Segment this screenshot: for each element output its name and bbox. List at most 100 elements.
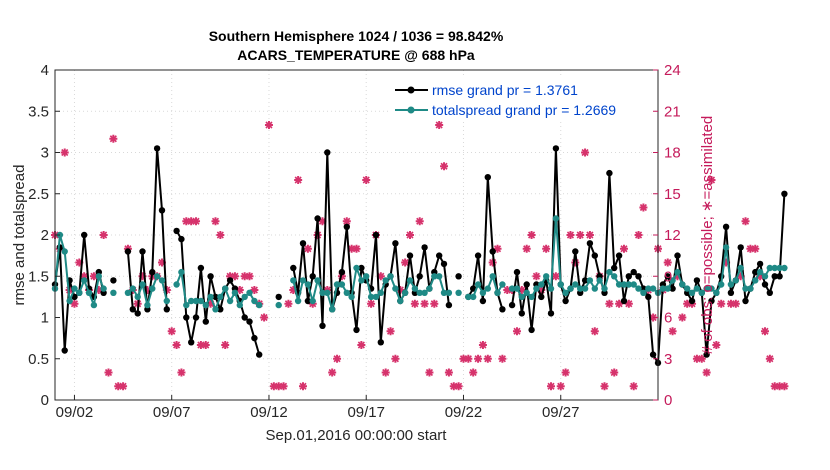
series-point	[664, 285, 671, 292]
series-point	[348, 293, 355, 301]
obs-marker	[109, 134, 118, 143]
series-point	[309, 273, 316, 280]
series-point	[688, 289, 696, 296]
series-point	[562, 297, 569, 305]
series-point	[153, 273, 161, 280]
series-point	[659, 285, 667, 292]
obs-marker	[216, 231, 225, 239]
obs-marker	[444, 368, 453, 377]
obs-marker	[605, 299, 614, 308]
obs-marker	[410, 299, 419, 308]
series-point	[363, 273, 370, 280]
series-point	[76, 289, 83, 296]
series-point	[183, 314, 190, 321]
series-point	[742, 297, 749, 305]
series-point	[577, 285, 584, 292]
series-point	[664, 273, 671, 280]
series-point	[66, 297, 73, 305]
series-point	[294, 297, 302, 305]
series-point	[722, 223, 730, 230]
series-point	[771, 273, 778, 280]
obs-marker	[707, 176, 716, 184]
obs-marker	[454, 382, 463, 391]
series-point	[547, 310, 555, 317]
obs-marker	[629, 382, 638, 391]
obs-marker	[284, 299, 293, 308]
series-point	[586, 277, 594, 284]
series-point	[547, 285, 555, 292]
obs-marker	[527, 231, 536, 239]
x-tick-label: 09/12	[250, 404, 288, 421]
y-tick-label: 3	[41, 145, 49, 162]
series-point	[557, 281, 564, 288]
series-point	[581, 277, 589, 284]
y-right-tick-label: 24	[664, 62, 681, 79]
series-point	[188, 339, 195, 346]
series-point	[183, 301, 190, 309]
series-point	[377, 289, 384, 296]
x-tick-label: 09/17	[347, 404, 385, 421]
series-point	[353, 326, 360, 334]
series-point	[217, 306, 224, 313]
series-point	[411, 285, 419, 292]
y-tick-label: 2.5	[28, 186, 49, 203]
y-right-tick-label: 18	[664, 145, 681, 162]
obs-marker	[333, 354, 342, 363]
obs-marker	[167, 327, 176, 336]
series-point	[231, 289, 239, 296]
obs-marker	[474, 354, 483, 363]
obs-marker	[678, 313, 687, 322]
series-point	[129, 285, 136, 292]
obs-marker	[264, 121, 273, 129]
y-tick-label: 2	[41, 227, 49, 244]
series-point	[251, 297, 258, 305]
x-tick-label: 09/27	[542, 404, 580, 421]
series-point	[275, 293, 282, 301]
series-point	[275, 301, 282, 309]
series-point	[518, 310, 525, 317]
obs-marker	[230, 272, 239, 281]
obs-marker	[299, 382, 308, 391]
series-point	[601, 285, 608, 292]
series-point	[528, 326, 535, 334]
legend-rmse-label: rmse grand pr = 1.3761	[432, 82, 578, 98]
series-point	[343, 223, 350, 230]
chart-title: Southern Hemisphere 1024 / 1036 = 98.842…	[209, 28, 504, 44]
obs-marker	[532, 272, 541, 281]
series-point	[110, 277, 117, 284]
legend: rmse grand pr = 1.3761 totalspread grand…	[390, 78, 652, 120]
series-point	[508, 285, 516, 292]
x-axis-label: Sep.01,2016 00:00:00 start	[266, 427, 448, 444]
obs-marker	[362, 176, 371, 184]
series-point	[90, 301, 98, 309]
series-point	[406, 277, 414, 284]
series-point	[304, 297, 312, 305]
series-point	[455, 289, 462, 296]
obs-marker	[192, 217, 201, 226]
series-point	[192, 297, 200, 305]
series-point	[508, 301, 516, 309]
obs-marker	[751, 244, 760, 253]
series-point	[304, 281, 312, 288]
series-point	[212, 306, 219, 313]
series-point	[256, 301, 263, 309]
series-point	[523, 281, 530, 288]
series-point	[178, 235, 185, 243]
series-point	[290, 264, 297, 272]
series-point	[139, 281, 146, 288]
series-point	[299, 277, 307, 284]
series-point	[615, 281, 623, 288]
series-point	[538, 293, 545, 301]
series-point	[703, 351, 710, 358]
series-point	[222, 285, 229, 292]
series-point	[669, 285, 676, 292]
series-point	[499, 306, 506, 313]
series-point	[217, 293, 224, 301]
series-point	[528, 293, 535, 301]
series-point	[158, 207, 166, 214]
series-point	[596, 277, 603, 284]
obs-marker	[542, 244, 551, 253]
series-point	[246, 318, 253, 325]
obs-marker	[576, 231, 585, 239]
series-point	[752, 268, 759, 276]
